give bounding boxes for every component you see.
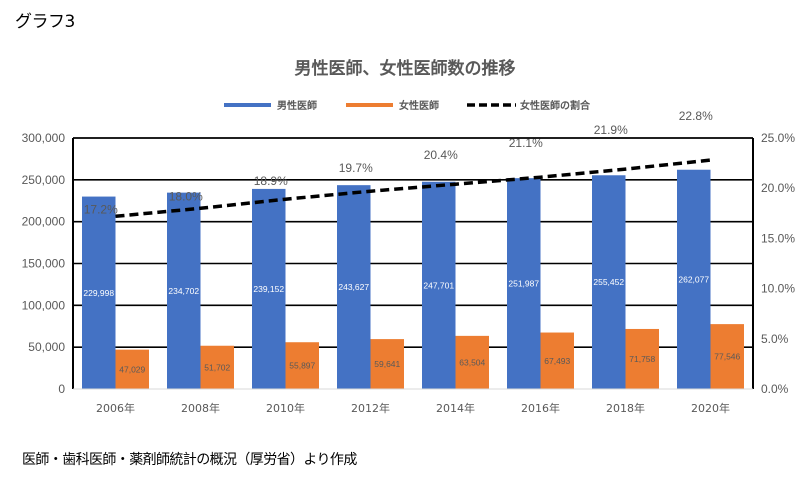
y-left-tick-label: 250,000 xyxy=(22,173,66,187)
legend: 男性医師 女性医師 女性医師の割合 xyxy=(224,99,591,112)
y-right-tick-label: 20.0% xyxy=(761,181,795,195)
bar-male xyxy=(82,196,116,389)
x-axis-ticks: 2006年 2008年 2010年 2012年 2014年 2016年 2018年 2020年 xyxy=(96,401,730,415)
bar-male xyxy=(507,178,541,389)
y-right-tick-label: 10.0% xyxy=(761,282,795,296)
ratio-line xyxy=(115,158,711,219)
bar-male xyxy=(677,169,711,389)
y-left-tick-label: 100,000 xyxy=(22,298,66,312)
y-right-tick-label: 15.0% xyxy=(761,231,795,245)
y-left-tick-label: 50,000 xyxy=(28,340,65,354)
bar-male xyxy=(167,192,201,389)
bar-label-male: 262,077 xyxy=(678,274,709,284)
ratio-label: 21.9% xyxy=(594,123,628,137)
y-left-tick-label: 200,000 xyxy=(22,215,66,229)
ratio-label: 21.1% xyxy=(509,136,543,150)
bar-label-male: 255,452 xyxy=(593,277,624,287)
x-tick-label: 2016年 xyxy=(521,401,560,415)
figure-label: グラフ3 xyxy=(15,12,75,32)
bar-female xyxy=(540,332,574,389)
bar-label-male: 251,987 xyxy=(508,279,539,289)
bar-male xyxy=(592,175,626,389)
bar-male xyxy=(337,185,371,389)
y-right-tick-label: 0.0% xyxy=(761,382,789,396)
bar-male xyxy=(422,181,456,389)
bar-label-female: 51,702 xyxy=(204,362,230,372)
legend-label-female: 女性医師 xyxy=(399,99,439,112)
y-left-axis-ticks: 0 50,000 100,000 150,000 200,000 250,000 300,0… xyxy=(22,131,66,396)
y-right-axis-ticks: 0.0% 5.0% 10.0% 15.0% 20.0% 25.0% xyxy=(761,131,795,396)
ratio-label: 22.8% xyxy=(679,109,713,123)
ratio-label: 20.4% xyxy=(424,148,458,162)
ratio-labels: 17.2% 18.0% 18.9% 19.7% 20.4% 21.1% 21.9% 22.8% xyxy=(84,109,713,216)
ratio-series-line xyxy=(115,158,711,219)
legend-label-male: 男性医師 xyxy=(277,99,317,112)
y-left-tick-label: 0 xyxy=(58,382,65,396)
bar-label-female: 55,897 xyxy=(289,361,315,371)
ratio-label: 17.2% xyxy=(84,202,118,216)
x-tick-label: 2010年 xyxy=(266,401,305,415)
bar-label-female: 71,758 xyxy=(629,354,655,364)
bar-label-male: 234,702 xyxy=(168,286,199,296)
bar-female xyxy=(455,335,489,389)
bar-labels: 229,998 47,029 234,702 51,702 239,152 55,897 2… xyxy=(83,274,740,374)
bar-female xyxy=(200,345,234,389)
x-tick-label: 2006年 xyxy=(96,401,135,415)
bar-female xyxy=(285,342,319,389)
y-right-tick-label: 25.0% xyxy=(761,131,795,145)
bar-label-female: 47,029 xyxy=(119,364,145,374)
bar-label-male: 243,627 xyxy=(338,282,369,292)
bar-female xyxy=(625,328,659,389)
x-tick-label: 2014年 xyxy=(436,401,475,415)
bar-label-male: 239,152 xyxy=(253,284,284,294)
chart-title: 男性医師、女性医師数の推移 xyxy=(295,58,516,79)
bar-female xyxy=(115,349,149,389)
bar-label-female: 59,641 xyxy=(374,359,400,369)
ratio-label: 18.0% xyxy=(169,189,203,203)
bar-female xyxy=(710,324,744,389)
y-left-tick-label: 150,000 xyxy=(22,257,66,271)
y-left-tick-label: 300,000 xyxy=(22,131,66,145)
x-tick-label: 2008年 xyxy=(181,401,220,415)
ratio-label: 18.9% xyxy=(254,174,288,188)
bars xyxy=(82,169,744,389)
axes xyxy=(72,137,754,390)
bar-label-female: 77,546 xyxy=(714,352,740,362)
x-tick-label: 2012年 xyxy=(351,401,390,415)
bar-male xyxy=(252,188,286,389)
legend-label-ratio: 女性医師の割合 xyxy=(520,99,591,112)
bar-label-male: 247,701 xyxy=(423,280,454,290)
bar-label-female: 67,493 xyxy=(544,356,570,366)
bar-female xyxy=(370,339,404,389)
bar-label-male: 229,998 xyxy=(83,288,114,298)
ratio-label: 19.7% xyxy=(339,161,373,175)
source-note: 医師・歯科医師・薬剤師統計の概況（厚労省）より作成 xyxy=(22,452,357,468)
x-tick-label: 2020年 xyxy=(691,401,730,415)
bar-label-female: 63,504 xyxy=(459,357,485,367)
x-tick-label: 2018年 xyxy=(606,401,645,415)
y-right-tick-label: 5.0% xyxy=(761,332,789,346)
